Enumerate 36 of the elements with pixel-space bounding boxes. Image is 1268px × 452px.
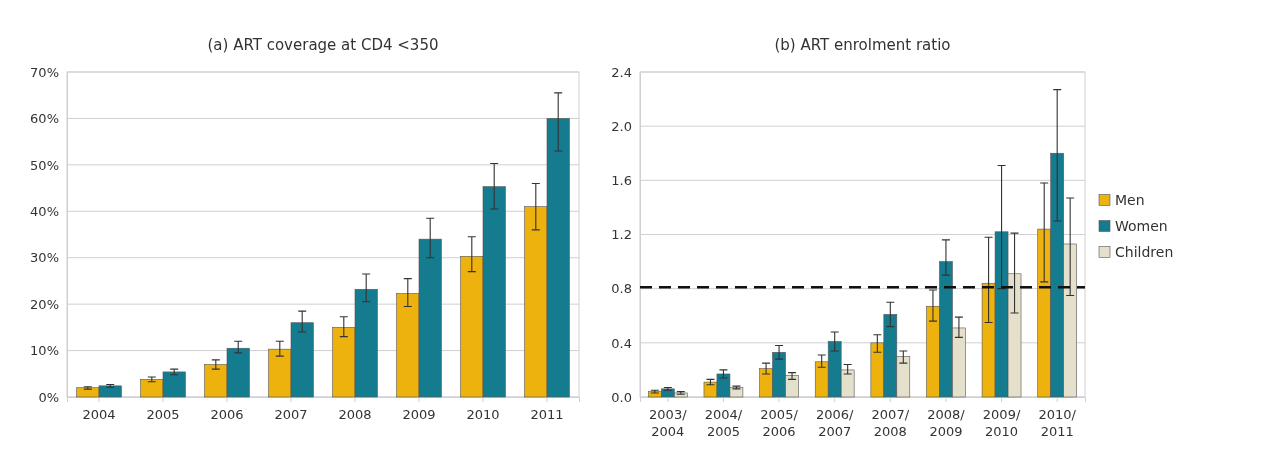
y-tick-label: 0.0 — [611, 389, 632, 405]
x-tick-label: 2009 — [402, 407, 436, 423]
x-tick-label: 2006 — [210, 407, 244, 423]
y-tick-label: 70% — [30, 64, 59, 80]
y-tick-label: 0% — [38, 389, 59, 405]
y-tick-label: 0.4 — [611, 335, 632, 351]
x-tick-label: 2004 — [82, 407, 116, 423]
y-tick-label: 60% — [30, 111, 59, 127]
y-tick-label: 30% — [30, 250, 59, 266]
x-tick-label: 2010/2011 — [1038, 407, 1077, 440]
x-tick-label: 2008 — [338, 407, 372, 423]
y-tick-label: 1.2 — [611, 227, 632, 243]
y-tick-label: 2.0 — [611, 118, 632, 134]
y-tick-label: 40% — [30, 203, 59, 219]
legend-label: Men — [1115, 191, 1145, 208]
x-tick-label: 2006/2007 — [815, 407, 855, 440]
y-tick-label: 20% — [30, 296, 59, 312]
y-tick-label: 2.4 — [611, 64, 632, 80]
y-tick-label: 10% — [30, 343, 59, 359]
x-tick-label: 2007 — [274, 407, 308, 423]
chart-title: (a) ART coverage at CD4 <350 — [207, 36, 439, 54]
chart-title: (b) ART enrolment ratio — [774, 36, 951, 54]
x-tick-label: 2004/2005 — [704, 407, 743, 440]
x-tick-label: 2005/2006 — [760, 407, 799, 440]
x-tick-label: 2010 — [466, 407, 500, 423]
x-tick-label: 2011 — [530, 407, 564, 423]
x-tick-label: 2008/2009 — [927, 407, 966, 440]
y-tick-label: 1.6 — [611, 172, 632, 188]
x-tick-label: 2005 — [146, 407, 180, 423]
x-tick-label: 2009/2010 — [982, 407, 1021, 440]
y-tick-label: 0.8 — [611, 281, 632, 297]
x-tick-label: 2007/2008 — [871, 407, 910, 440]
x-tick-label: 2003/2004 — [649, 407, 688, 440]
legend-label: Women — [1115, 217, 1168, 234]
legend-label: Children — [1115, 243, 1174, 260]
y-tick-label: 50% — [30, 157, 59, 173]
